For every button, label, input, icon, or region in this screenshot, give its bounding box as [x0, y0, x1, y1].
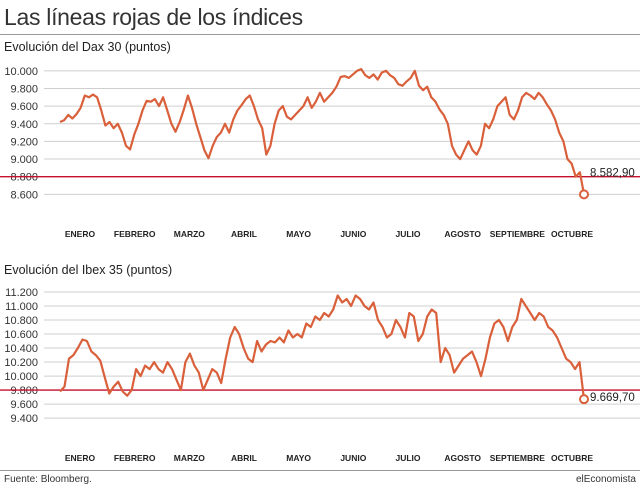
x-tick-label: JUNIO [340, 453, 366, 463]
y-tick-label: 9.800 [10, 385, 38, 397]
y-tick-label: 9.400 [10, 119, 38, 131]
y-tick-label: 11.000 [5, 301, 38, 313]
y-tick-label: 8.800 [10, 172, 38, 184]
ibex-chart-title: Evolución del Ibex 35 (puntos) [4, 263, 173, 277]
y-tick-label: 9.800 [10, 83, 38, 95]
last-value-label: 8.582,90 [590, 167, 635, 179]
x-tick-label: FEBRERO [114, 453, 156, 463]
y-tick-label: 10.000 [4, 66, 38, 78]
x-tick-label: MAYO [286, 453, 311, 463]
x-tick-label: MARZO [174, 229, 206, 239]
last-value-label: 9.669,70 [590, 392, 635, 404]
dax-chart-title: Evolución del Dax 30 (puntos) [4, 40, 171, 54]
x-tick-label: ABRIL [231, 453, 257, 463]
x-tick-label: JUNIO [340, 229, 366, 239]
x-tick-label: FEBRERO [114, 229, 156, 239]
x-tick-label: JULIO [395, 229, 420, 239]
source-note: Fuente: Bloomberg. [4, 474, 92, 485]
y-tick-label: 8.600 [10, 189, 38, 201]
y-tick-label: 11.200 [5, 287, 38, 299]
y-tick-label: 9.600 [10, 101, 38, 113]
last-value-point [579, 189, 589, 200]
y-tick-label: 9.400 [10, 413, 38, 425]
y-tick-label: 10.600 [4, 329, 38, 341]
divider [0, 470, 640, 471]
x-tick-label: OCTUBRE [551, 453, 593, 463]
y-tick-label: 9.600 [10, 399, 38, 411]
x-tick-label: SEPTIEMBRE [490, 229, 546, 239]
x-tick-label: MAYO [286, 229, 311, 239]
y-tick-label: 10.200 [4, 357, 38, 369]
x-tick-label: AGOSTO [444, 453, 481, 463]
series-line [59, 68, 586, 195]
x-tick-label: JULIO [395, 453, 420, 463]
x-tick-label: ABRIL [231, 229, 257, 239]
ibex-chart: 11.200 11.000 10.800 10.600 10.400 10.200 10.0… [0, 287, 640, 463]
x-tick-label: ENERO [65, 453, 96, 463]
series-line [59, 294, 586, 400]
last-value-point [579, 394, 589, 405]
x-tick-label: SEPTIEMBRE [490, 453, 546, 463]
divider [0, 34, 640, 35]
page-title: Las líneas rojas de los índices [4, 4, 303, 30]
y-tick-label: 10.800 [4, 315, 38, 327]
x-tick-label: ENERO [65, 229, 96, 239]
y-tick-label: 9.000 [10, 154, 38, 166]
y-tick-label: 9.200 [10, 136, 38, 148]
x-tick-label: MARZO [174, 453, 206, 463]
x-tick-label: OCTUBRE [551, 229, 593, 239]
x-tick-label: AGOSTO [444, 229, 481, 239]
brand-logo: elEconomista [575, 474, 636, 485]
dax-chart: 10.000 9.800 9.600 9.400 9.200 9.000 8.800 8.60… [0, 66, 640, 239]
y-tick-label: 10.000 [4, 371, 38, 383]
y-tick-label: 10.400 [4, 343, 38, 355]
